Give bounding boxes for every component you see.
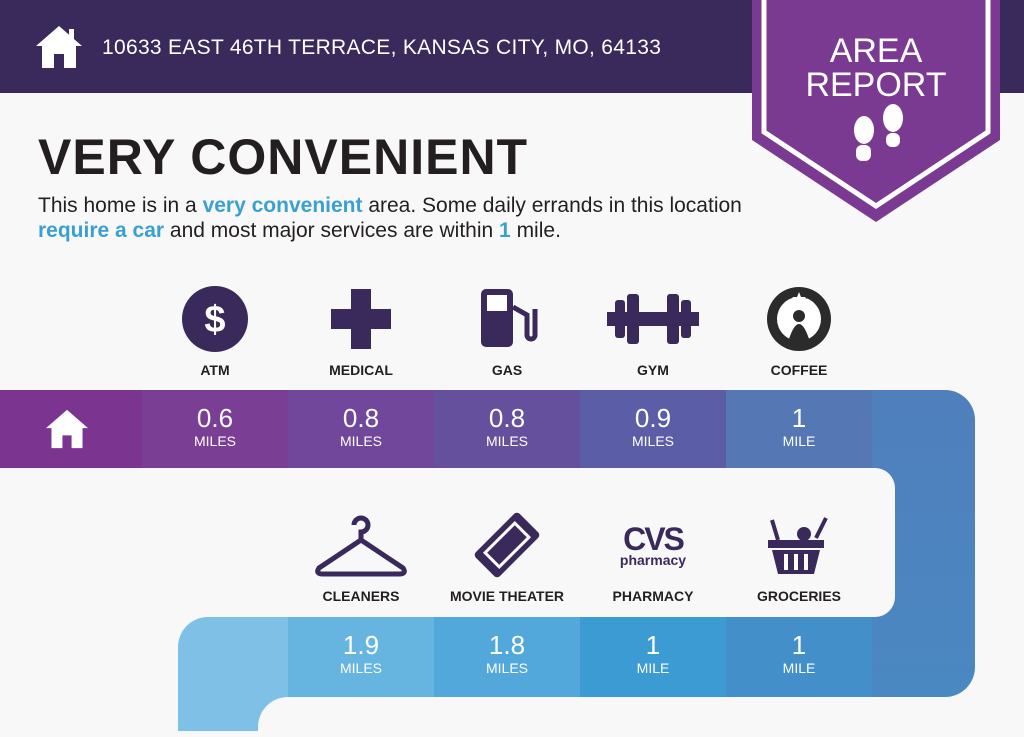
distance-cell: 0.6 MILES [142, 390, 288, 468]
area-report-badge [752, 0, 1000, 222]
cvs-logo-icon: CVS pharmacy [580, 510, 726, 580]
svg-text:CVS: CVS [623, 521, 684, 557]
distance-cell: 1.8 MILES [434, 617, 580, 697]
medical-cross-icon [288, 284, 434, 354]
distance-cell: 0.8 MILES [288, 390, 434, 468]
category-label: MOVIE THEATER [449, 588, 565, 604]
dollar-icon: $ [142, 284, 288, 354]
ticket-icon [434, 510, 580, 580]
gas-pump-icon [434, 284, 580, 354]
category-label: ATM [200, 362, 230, 378]
distance-cell: 1 MILE [726, 390, 872, 468]
distance-cell: 0.8 MILES [434, 390, 580, 468]
badge-line1: AREA [829, 32, 923, 70]
description: This home is in a very convenient area. … [38, 194, 742, 242]
badge-line2: REPORT [805, 66, 947, 104]
footprints-icon [854, 104, 903, 161]
category-label: CLEANERS [322, 588, 400, 604]
distance-cell: 1 MILE [726, 617, 872, 697]
starbucks-logo-icon [726, 284, 872, 354]
category-label: MEDICAL [329, 362, 393, 378]
page-title: VERY CONVENIENT [38, 129, 529, 185]
category-label: PHARMACY [612, 588, 694, 604]
category-label: GYM [637, 362, 669, 378]
distance-cell: 0.9 MILES [580, 390, 726, 468]
category-label: COFFEE [770, 362, 828, 378]
dumbbell-icon [580, 284, 726, 354]
distance-cell: 1 MILE [580, 617, 726, 697]
category-label: GROCERIES [756, 588, 841, 604]
svg-text:$: $ [204, 299, 225, 341]
house-icon [36, 26, 82, 68]
category-label: GAS [491, 362, 523, 378]
grocery-basket-icon [726, 510, 872, 580]
home-icon [46, 409, 88, 449]
path-gap [258, 697, 878, 737]
svg-text:pharmacy: pharmacy [620, 552, 686, 568]
address: 10633 EAST 46TH TERRACE, KANSAS CITY, MO… [102, 36, 662, 59]
distance-cell: 1.9 MILES [288, 617, 434, 697]
hanger-icon [288, 510, 434, 580]
